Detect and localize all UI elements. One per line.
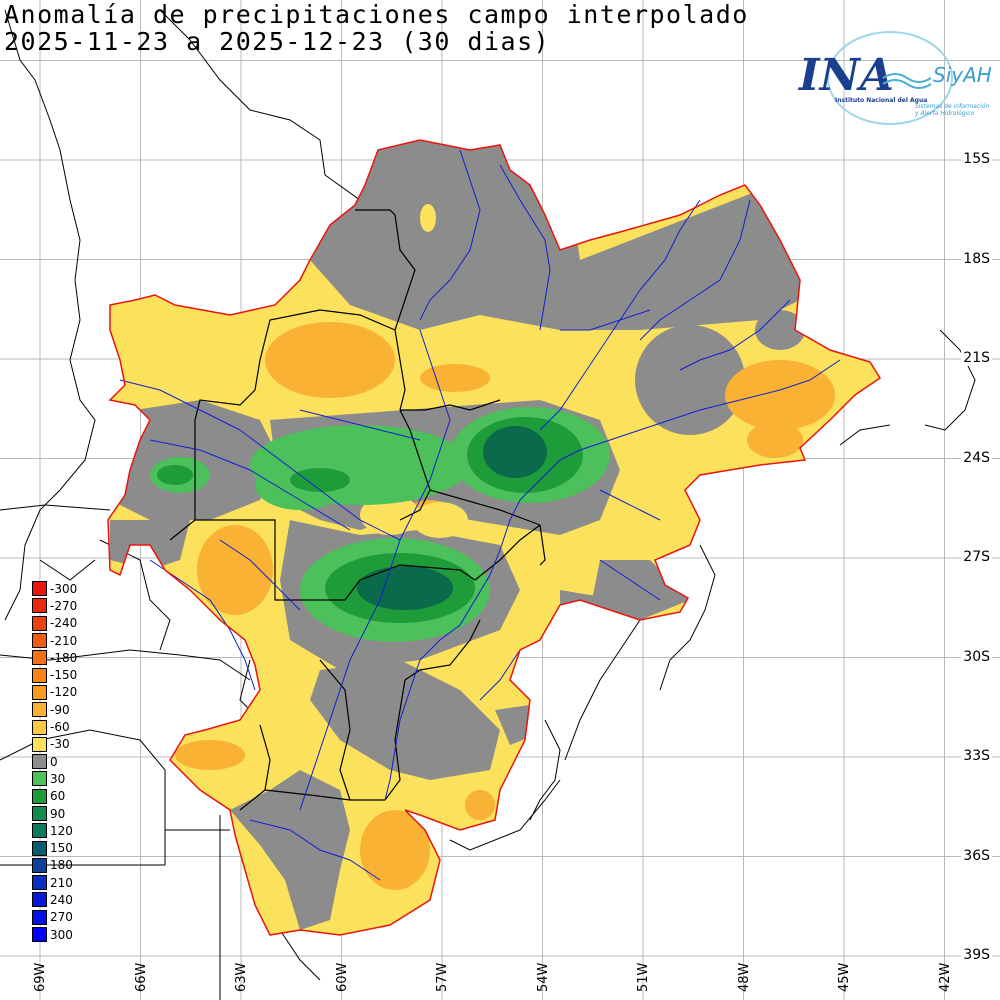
longitude-label: 48W bbox=[736, 962, 752, 992]
longitude-label: 60W bbox=[334, 962, 350, 992]
rivers bbox=[119, 149, 841, 881]
legend-label: -60 bbox=[50, 720, 70, 735]
legend-swatch bbox=[32, 598, 47, 614]
legend-entry: -30 bbox=[32, 736, 77, 753]
legend-entry: -210 bbox=[32, 632, 77, 649]
latitude-label: 39S bbox=[961, 947, 992, 963]
legend-label: -300 bbox=[50, 581, 78, 596]
legend-swatch bbox=[32, 823, 47, 839]
legend-entry: 210 bbox=[32, 874, 77, 891]
longitude-label: 66W bbox=[133, 962, 149, 992]
logo-siyah-text: SiyAH bbox=[933, 63, 992, 87]
latitude-label: 33S bbox=[961, 748, 992, 764]
legend-entry: 180 bbox=[32, 857, 77, 874]
legend-label: -210 bbox=[50, 633, 78, 648]
legend-label: 300 bbox=[50, 927, 73, 942]
latitude-label: 15S bbox=[961, 151, 992, 167]
longitude-label: 63W bbox=[234, 962, 249, 992]
legend-entry: 30 bbox=[32, 770, 77, 787]
legend-entry: -180 bbox=[32, 649, 77, 666]
legend-label: -30 bbox=[50, 737, 70, 752]
longitude-label: 57W bbox=[435, 962, 450, 992]
legend-label: 90 bbox=[50, 806, 66, 821]
legend-swatch bbox=[32, 875, 47, 891]
logo-line2: Sistemas de información bbox=[915, 103, 989, 110]
legend-label: 270 bbox=[50, 910, 73, 925]
legend-entry: -240 bbox=[32, 615, 77, 632]
legend-label: 0 bbox=[50, 754, 58, 769]
latitude-label: 21S bbox=[961, 350, 992, 366]
legend-swatch bbox=[32, 909, 47, 925]
legend-label: -90 bbox=[50, 702, 70, 717]
legend-entry: -90 bbox=[32, 701, 77, 718]
logo-line3: y Alerta Hidrológico bbox=[914, 110, 975, 117]
legend-entry: 300 bbox=[32, 926, 77, 943]
legend-entry: 150 bbox=[32, 839, 77, 856]
longitude-label: 69W bbox=[33, 962, 48, 992]
legend-label: -120 bbox=[50, 685, 78, 700]
legend-entry: -300 bbox=[32, 580, 77, 597]
ina-siyah-logo: INA SiyAH Instituto Nacional del Agua Si… bbox=[797, 31, 992, 125]
legend-swatch bbox=[32, 927, 47, 943]
legend-swatch bbox=[32, 857, 47, 873]
legend-swatch bbox=[32, 684, 47, 700]
legend-swatch bbox=[32, 650, 47, 666]
latitude-label: 30S bbox=[961, 648, 992, 665]
map-title: Anomalía de precipitaciones campo interp… bbox=[4, 0, 749, 29]
legend-label: -180 bbox=[50, 650, 78, 665]
internal-borders bbox=[169, 209, 546, 811]
longitude-label: 42W bbox=[937, 962, 953, 992]
logo-main-text: INA bbox=[797, 50, 894, 101]
latitude-label: 18S bbox=[961, 250, 992, 267]
legend-label: 210 bbox=[50, 875, 73, 890]
legend-swatch bbox=[32, 892, 47, 908]
legend-entry: -270 bbox=[32, 597, 77, 614]
legend-entry: 60 bbox=[32, 788, 77, 805]
longitude-label: 51W bbox=[636, 962, 651, 992]
latitude-label: 24S bbox=[961, 449, 992, 466]
legend-swatch bbox=[32, 702, 47, 718]
latitude-label: 27S bbox=[961, 549, 992, 565]
legend-swatch bbox=[32, 840, 47, 856]
legend-label: 180 bbox=[50, 858, 73, 873]
legend-entry: 90 bbox=[32, 805, 77, 822]
legend-swatch bbox=[32, 581, 47, 597]
legend-swatch bbox=[32, 633, 47, 649]
longitude-label: 54W bbox=[535, 962, 551, 992]
date-range-subtitle: 2025-11-23 a 2025-12-23 (30 dias) bbox=[4, 27, 551, 56]
legend-entry: -60 bbox=[32, 718, 77, 735]
legend-entry: 0 bbox=[32, 753, 77, 770]
legend-swatch bbox=[32, 667, 47, 683]
legend-label: 150 bbox=[50, 841, 73, 856]
legend-swatch bbox=[32, 788, 47, 804]
logo-line1: Instituto Nacional del Agua bbox=[835, 97, 927, 104]
legend-label: -240 bbox=[50, 616, 78, 631]
longitude-label: 45W bbox=[837, 962, 852, 992]
legend-entry: -120 bbox=[32, 684, 77, 701]
legend-swatch bbox=[32, 719, 47, 735]
legend-label: 120 bbox=[50, 823, 73, 838]
legend-swatch bbox=[32, 806, 47, 821]
legend-swatch bbox=[32, 771, 47, 787]
legend-entry: -150 bbox=[32, 666, 77, 683]
legend-entry: 270 bbox=[32, 909, 77, 926]
color-legend: -300 -270 -240 -210 -180 -150 -120 -90 -60 -30 0 30… bbox=[32, 580, 77, 943]
legend-swatch bbox=[32, 736, 47, 752]
legend-swatch bbox=[32, 754, 47, 770]
legend-entry: 120 bbox=[32, 822, 77, 839]
legend-entry: 240 bbox=[32, 891, 77, 908]
legend-label: 240 bbox=[50, 892, 73, 907]
legend-label: -270 bbox=[50, 598, 78, 613]
legend-label: 60 bbox=[50, 789, 66, 804]
latitude-label: 36S bbox=[961, 847, 992, 864]
legend-label: 30 bbox=[50, 771, 66, 786]
legend-swatch bbox=[32, 615, 47, 631]
legend-label: -150 bbox=[50, 668, 78, 683]
